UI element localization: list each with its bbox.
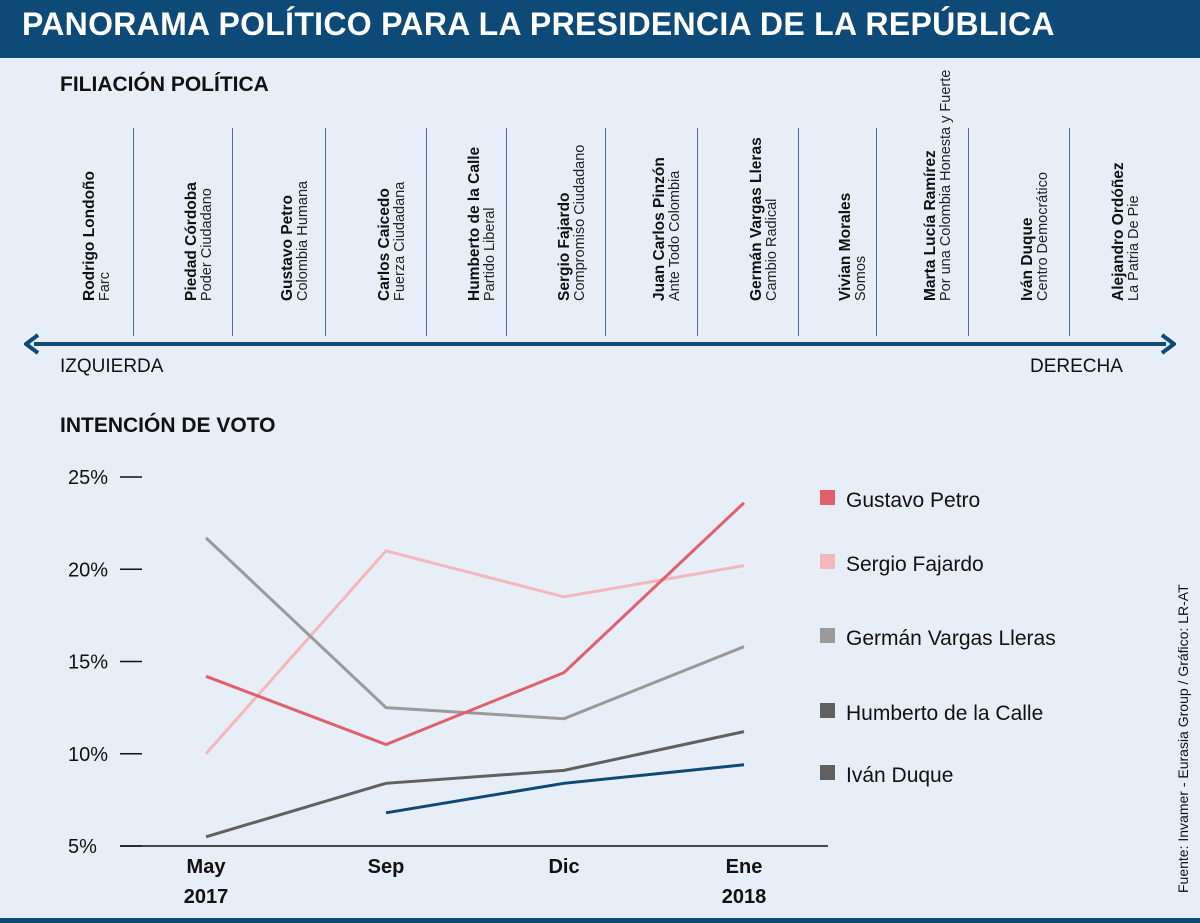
- candidate-column: Humberto de la Calle Partido Liberal: [426, 128, 507, 336]
- source-credit: Fuente: Invamer - Eurasia Group / Gráfic…: [1175, 584, 1191, 893]
- candidate-column: Sergio Fajardo Compromiso Ciudadano: [506, 128, 606, 336]
- page-title: PANORAMA POLÍTICO PARA LA PRESIDENCIA DE…: [22, 6, 1055, 42]
- legend-swatch: [820, 703, 835, 718]
- x-tick-label: May: [187, 856, 227, 878]
- series-line: [205, 501, 746, 747]
- derecha-label: DERECHA: [1030, 356, 1123, 377]
- candidate-column: Piedad Córdoba Poder Ciudadano: [133, 128, 233, 336]
- legend-label: Germán Vargas Lleras: [846, 627, 1056, 650]
- candidate-column: Gustavo Petro Colombia Humana: [232, 128, 326, 336]
- x-tick-label: Sep: [368, 856, 405, 878]
- y-tick-label: 15%: [68, 652, 108, 674]
- candidate-column: Germán Vargas Lleras Cambio Radical: [697, 128, 799, 336]
- candidate-column: Iván Duque Centro Democrático: [968, 128, 1070, 336]
- legend-swatch: [820, 765, 835, 780]
- x-tick-label: Ene: [726, 856, 763, 878]
- legend-swatch: [820, 554, 835, 569]
- left-arrow-icon: [24, 333, 40, 355]
- legend-label: Gustavo Petro: [846, 489, 980, 512]
- legend-label: Humberto de la Calle: [846, 702, 1043, 725]
- legend-label: Iván Duque: [846, 764, 953, 787]
- series-line: [204, 549, 745, 755]
- legend-swatch: [820, 628, 835, 643]
- x-tick-label: Dic: [548, 856, 579, 878]
- legend-swatch: [820, 490, 835, 505]
- filiacion-heading: FILIACIÓN POLÍTICA: [60, 73, 269, 96]
- legend-label: Sergio Fajardo: [846, 553, 984, 576]
- y-tick-label: 10%: [68, 744, 108, 766]
- series-line: [204, 536, 745, 721]
- candidate-column: Juan Carlos Pinzón Ante Todo Colombia: [605, 128, 698, 336]
- series-line: [385, 763, 745, 815]
- candidate-column: Marta Lucía Ramírez Por una Colombia Hone…: [876, 69, 969, 336]
- candidate-column: Vivian Morales Somos: [798, 128, 877, 336]
- title-bar: PANORAMA POLÍTICO PARA LA PRESIDENCIA DE…: [0, 0, 1200, 58]
- y-tick-label: 20%: [68, 559, 108, 581]
- y-tick-label: 5%: [68, 836, 97, 858]
- candidate-column: Alejandro Ordóñez La Patria De Pie: [1069, 128, 1151, 336]
- right-arrow-icon: [1160, 333, 1176, 355]
- izquierda-label: IZQUIERDA: [60, 356, 164, 377]
- series-line: [205, 730, 745, 839]
- y-tick-label: 25%: [68, 467, 108, 489]
- x-tick-label-year: 2018: [722, 886, 767, 908]
- candidate-column: Carlos Caicedo Fuerza Ciudadana: [325, 128, 427, 336]
- left-right-axis: [24, 333, 1176, 355]
- bottom-rule: [0, 918, 1200, 923]
- x-tick-label-year: 2017: [184, 886, 229, 908]
- voto-heading: INTENCIÓN DE VOTO: [60, 414, 276, 437]
